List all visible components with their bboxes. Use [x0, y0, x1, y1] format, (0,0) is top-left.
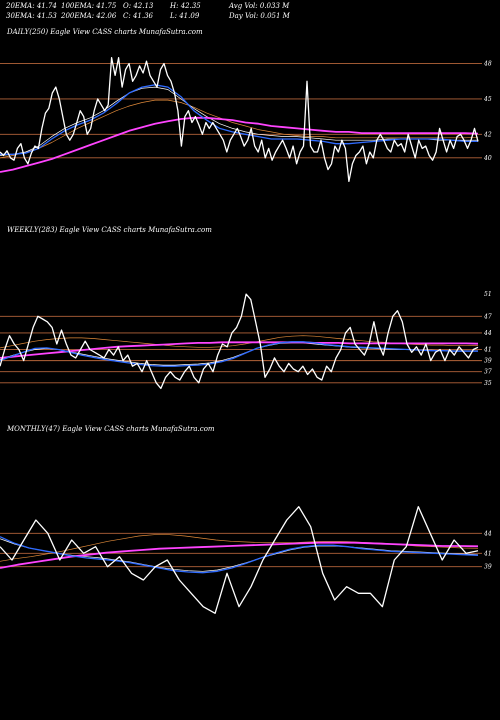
y-tick-label: 51	[484, 291, 492, 298]
y-tick-label: 40	[483, 155, 492, 162]
header-ema100: 100EMA: 41.75	[61, 2, 117, 10]
price-series-line	[0, 506, 479, 614]
ema-mid-series-line	[0, 342, 478, 366]
y-tick-label: 44	[483, 530, 492, 537]
header-ema200: 200EMA: 42.06	[61, 12, 117, 20]
y-tick-label: 39	[484, 358, 492, 365]
y-tick-label: 45	[483, 96, 492, 103]
y-tick-label: 37	[484, 369, 492, 376]
header-ema20: 20EMA: 41.74	[6, 2, 57, 10]
y-tick-label: 35	[484, 380, 492, 387]
weekly-panel-label: WEEKLY(283) Eagle View CASS charts Munaf…	[7, 226, 212, 234]
ema-long-series-line	[0, 99, 479, 159]
ema-slow-series-line	[0, 116, 479, 173]
ema-slow-series-line	[0, 541, 479, 569]
daily-panel-label: DAILY(250) Eagle View CASS charts Munafa…	[7, 28, 203, 36]
y-tick-label: 44	[483, 330, 492, 337]
y-tick-label: 48	[483, 61, 492, 68]
header-open: O: 42.13	[123, 2, 154, 10]
y-tick-label: 41	[483, 550, 492, 557]
panel-2: 44 41 39	[0, 506, 492, 614]
ema-fast-series-line	[0, 341, 478, 367]
monthly-panel-label: MONTHLY(47) Eagle View CASS charts Munaf…	[7, 425, 215, 433]
header-day-vol: Day Vol: 0.051 M	[229, 12, 290, 20]
header-low: L: 41.09	[170, 12, 200, 20]
header-ema30: 30EMA: 41.53	[6, 12, 57, 20]
ema-fast-series-line	[0, 536, 479, 574]
price-series-line	[0, 293, 479, 390]
y-tick-label: 41	[483, 347, 492, 354]
panel-1: 51 47 44 41 39 37 35	[0, 291, 492, 390]
price-series-line	[0, 57, 479, 183]
header-avg-vol: Avg Vol: 0.033 M	[229, 2, 290, 10]
header-high: H: 42.35	[170, 2, 201, 10]
y-tick-label: 47	[483, 313, 492, 320]
y-tick-label: 42	[483, 131, 492, 138]
header-close: C: 41.36	[123, 12, 153, 20]
panel-0: 48 45 42 40	[0, 57, 492, 183]
y-tick-label: 39	[484, 564, 492, 571]
